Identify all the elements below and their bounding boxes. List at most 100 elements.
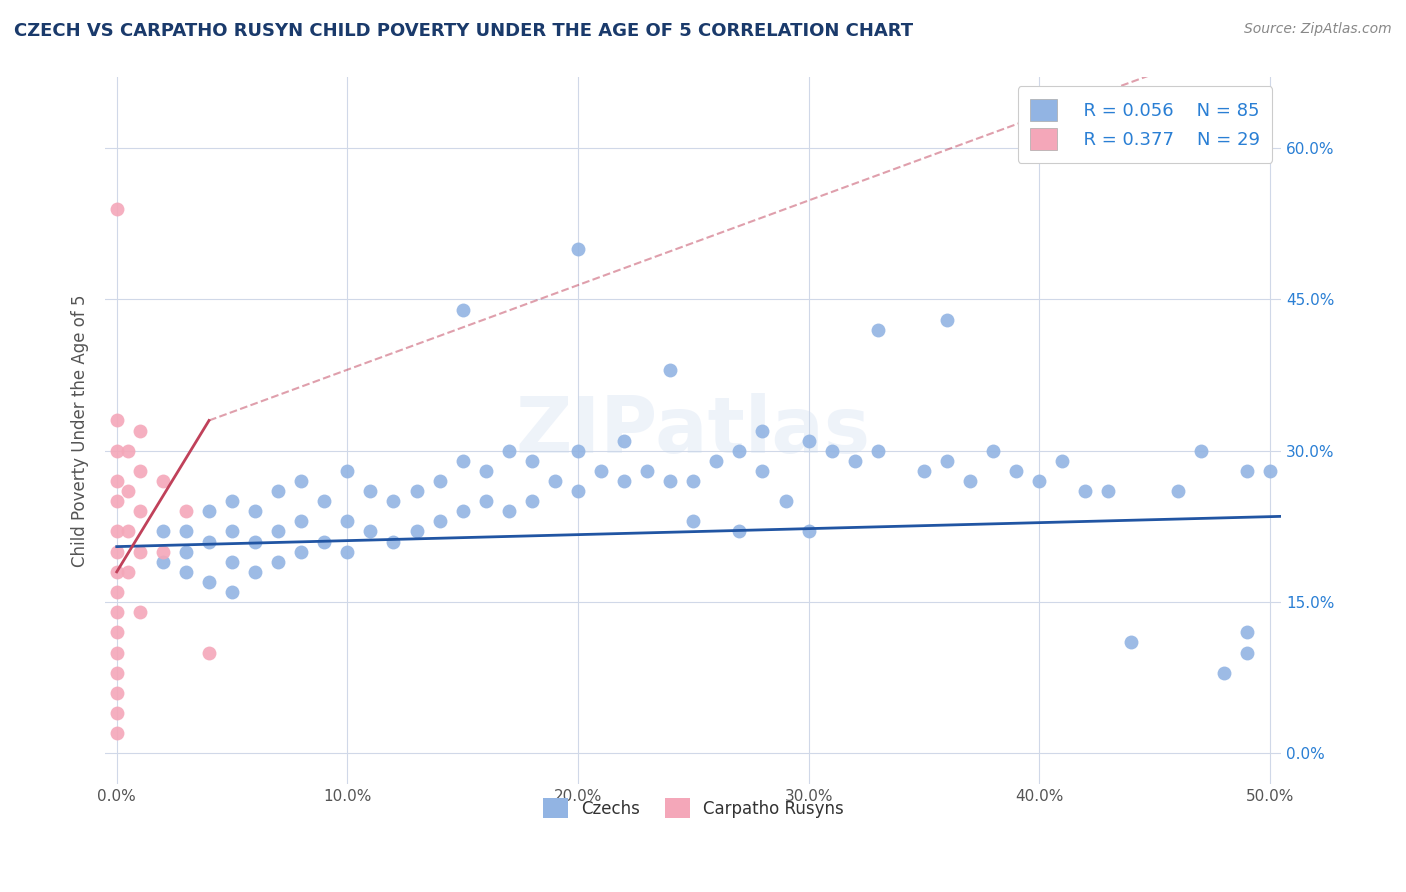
Point [936,312,959,326]
Point [1212,665,1234,680]
Point [567,484,589,499]
Point [797,434,820,448]
Text: ZIPatlas: ZIPatlas [516,392,870,468]
Point [613,474,636,488]
Point [174,544,197,558]
Point [128,605,150,619]
Point [290,544,312,558]
Point [198,646,221,660]
Point [336,544,359,558]
Point [105,605,128,619]
Point [105,544,128,558]
Point [314,534,336,549]
Point [797,524,820,539]
Point [128,424,150,438]
Point [1052,454,1074,468]
Point [567,443,589,458]
Point [1121,635,1143,649]
Point [544,474,567,488]
Point [243,534,266,549]
Point [751,464,773,478]
Y-axis label: Child Poverty Under the Age of 5: Child Poverty Under the Age of 5 [72,294,89,566]
Point [474,494,496,508]
Point [152,524,174,539]
Point [728,443,751,458]
Legend: Czechs, Carpatho Rusyns: Czechs, Carpatho Rusyns [536,791,851,825]
Point [474,464,496,478]
Point [682,515,704,529]
Point [1236,646,1258,660]
Point [1258,464,1281,478]
Point [1074,484,1097,499]
Point [117,484,139,499]
Point [221,555,243,569]
Point [498,504,520,518]
Point [105,726,128,740]
Point [105,413,128,427]
Point [775,494,797,508]
Point [659,474,682,488]
Point [152,544,174,558]
Point [267,555,290,569]
Point [405,524,427,539]
Point [105,706,128,720]
Point [152,474,174,488]
Point [290,474,312,488]
Point [451,302,474,317]
Point [728,524,751,539]
Point [498,443,520,458]
Point [659,363,682,377]
Point [589,464,612,478]
Point [267,524,290,539]
Point [221,524,243,539]
Point [117,524,139,539]
Point [128,504,150,518]
Point [198,504,221,518]
Point [314,494,336,508]
Point [1097,484,1119,499]
Point [959,474,981,488]
Point [174,504,197,518]
Point [105,625,128,640]
Point [981,443,1004,458]
Point [1236,464,1258,478]
Point [359,524,381,539]
Point [1028,474,1050,488]
Point [198,574,221,589]
Point [382,534,405,549]
Point [405,484,427,499]
Point [912,464,935,478]
Point [243,565,266,579]
Point [844,454,866,468]
Point [429,515,451,529]
Point [706,454,728,468]
Point [1167,484,1189,499]
Point [221,585,243,599]
Point [751,424,773,438]
Point [359,484,381,499]
Point [613,434,636,448]
Point [152,555,174,569]
Point [1236,625,1258,640]
Point [866,323,889,337]
Point [105,494,128,508]
Point [105,474,128,488]
Point [636,464,658,478]
Point [336,464,359,478]
Point [128,464,150,478]
Point [821,443,844,458]
Point [243,504,266,518]
Point [117,443,139,458]
Point [382,494,405,508]
Point [1005,464,1028,478]
Point [267,484,290,499]
Point [429,474,451,488]
Point [221,494,243,508]
Point [174,524,197,539]
Text: Source: ZipAtlas.com: Source: ZipAtlas.com [1244,22,1392,37]
Point [174,565,197,579]
Point [336,515,359,529]
Point [451,504,474,518]
Point [198,534,221,549]
Point [520,494,543,508]
